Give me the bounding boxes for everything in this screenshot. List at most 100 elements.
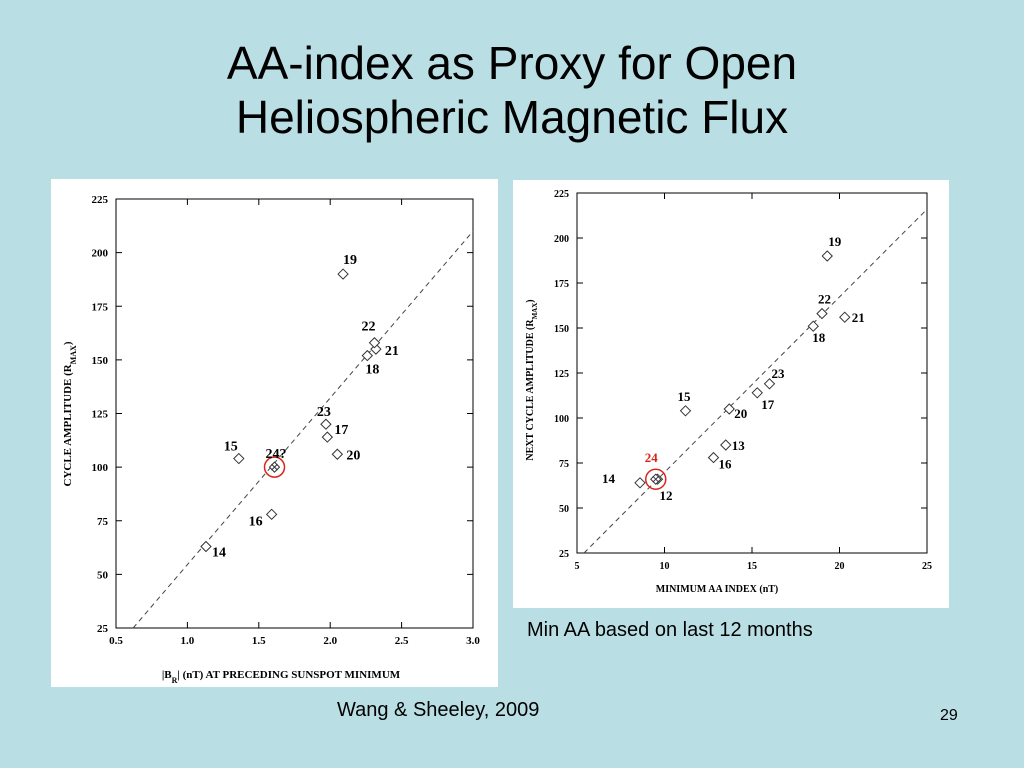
point-label: 23 (772, 366, 786, 381)
x-tick-label: 2.5 (395, 635, 409, 647)
data-point-19: 19 (821, 234, 842, 262)
point-marker (839, 311, 851, 323)
data-point-13: 13 (720, 438, 746, 453)
regression-line (132, 230, 474, 629)
point-label: 15 (678, 389, 692, 404)
data-point-22: 22 (361, 320, 381, 349)
data-point-23: 23 (763, 366, 786, 390)
y-tick-label: 175 (92, 301, 109, 313)
y-axis-label-part: ) (525, 299, 536, 302)
point-label: 21 (852, 310, 865, 325)
x-axis-label: MINIMUM AA INDEX (nT) (656, 584, 779, 595)
point-marker (821, 250, 833, 262)
x-tick-label: 2.0 (323, 635, 337, 647)
point-label: 14 (602, 471, 616, 486)
point-label: 13 (732, 438, 746, 453)
point-label: 22 (361, 320, 375, 335)
y-tick-label: 75 (97, 516, 109, 528)
point-label: 17 (761, 397, 775, 412)
point-label: 24 (645, 450, 659, 465)
y-tick-label: 50 (559, 504, 569, 515)
point-label: 18 (812, 330, 826, 345)
y-tick-label: 25 (97, 623, 109, 635)
point-marker (723, 403, 735, 415)
data-point-16: 16 (707, 451, 733, 472)
right-chart-caption: Min AA based on last 12 months (527, 619, 813, 641)
y-tick-label: 150 (554, 324, 569, 335)
point-marker (233, 452, 245, 465)
point-label: 15 (224, 440, 238, 455)
y-tick-label: 200 (554, 234, 569, 245)
data-point-15: 15 (678, 389, 692, 417)
y-tick-label: 100 (554, 414, 569, 425)
point-label: 16 (719, 457, 733, 472)
point-label: 20 (734, 406, 747, 421)
point-label: 21 (385, 344, 399, 359)
y-tick-label: 225 (92, 194, 109, 206)
data-point-18: 18 (807, 320, 826, 345)
y-tick-label: 50 (97, 569, 109, 581)
data-point-15: 15 (224, 440, 245, 465)
point-cross (271, 463, 278, 471)
plot-frame (576, 192, 928, 554)
x-axis-label: |BR| (nT) AT PRECEDING SUNSPOT MINIMUM (162, 669, 401, 685)
point-label: 22 (818, 292, 831, 307)
y-tick-label: 200 (92, 248, 109, 260)
point-marker (807, 320, 819, 332)
title-line-2: Heliospheric Magnetic Flux (235, 91, 789, 143)
data-point-14: 14 (602, 471, 646, 489)
y-axis-label-subscript: MAX (531, 303, 539, 320)
plot-frame (115, 198, 474, 629)
point-cross (652, 475, 660, 483)
y-tick-label: 175 (554, 279, 569, 290)
y-tick-label: 225 (554, 189, 569, 200)
y-axis-label: CYCLE AMPLITUDE (RMAX) (62, 341, 78, 486)
point-marker (634, 477, 646, 489)
data-point-19: 19 (337, 253, 357, 280)
point-marker (265, 508, 278, 521)
x-tick-label: 1.0 (181, 635, 195, 647)
y-tick-label: 25 (559, 549, 569, 560)
x-axis-label-subscript: R (172, 676, 178, 685)
data-point-17: 17 (751, 387, 775, 412)
point-label: 17 (334, 423, 348, 438)
y-tick-label: 75 (559, 459, 569, 470)
y-tick-label: 125 (92, 409, 109, 421)
point-label: 23 (317, 405, 331, 420)
point-marker (763, 378, 776, 390)
x-tick-label: 10 (660, 561, 670, 572)
slide-title: AA-index as Proxy for Open Heliospheric … (0, 36, 1024, 144)
y-tick-label: 100 (92, 462, 109, 474)
point-marker (816, 307, 828, 320)
point-marker (707, 451, 720, 464)
y-tick-label: 125 (554, 369, 569, 380)
data-point-20: 20 (723, 403, 747, 421)
highlight-circle (263, 456, 286, 478)
slide-number: 29 (940, 707, 958, 724)
point-label: 16 (249, 514, 263, 529)
x-tick-label: 1.5 (252, 635, 266, 647)
point-label: 19 (343, 253, 357, 268)
data-point-14: 14 (200, 540, 226, 560)
point-marker (337, 268, 349, 280)
data-point-18: 18 (361, 349, 379, 378)
x-tick-label: 5 (575, 561, 580, 572)
regression-line (583, 210, 926, 554)
highlighted-point-24: 24? (263, 447, 287, 478)
data-point-17: 17 (321, 423, 348, 443)
left-scatter-chart: 0.5 1.0 1.5 2.0 2.5 3.0 25 50 75 100 125 150 175 200 2… (62, 194, 480, 685)
y-axis-label-part: CYCLE AMPLITUDE (R (62, 363, 74, 486)
point-marker (320, 418, 332, 430)
point-label: 14 (212, 545, 226, 560)
data-point-20: 20 (331, 448, 360, 463)
right-chart-panel: 5 10 15 20 25 25 50 75 100 125 150 175 200 225 12 13 14 1… (513, 180, 949, 608)
data-point-23: 23 (317, 405, 332, 430)
data-point-16: 16 (249, 508, 278, 529)
point-marker (361, 349, 374, 362)
point-marker (200, 540, 212, 553)
point-marker (331, 448, 344, 460)
point-marker (751, 387, 763, 399)
point-label: 20 (346, 448, 360, 463)
left-chart-panel: 0.5 1.0 1.5 2.0 2.5 3.0 25 50 75 100 125 150 175 200 2… (51, 179, 498, 687)
x-axis-label-part: |B (162, 669, 172, 681)
